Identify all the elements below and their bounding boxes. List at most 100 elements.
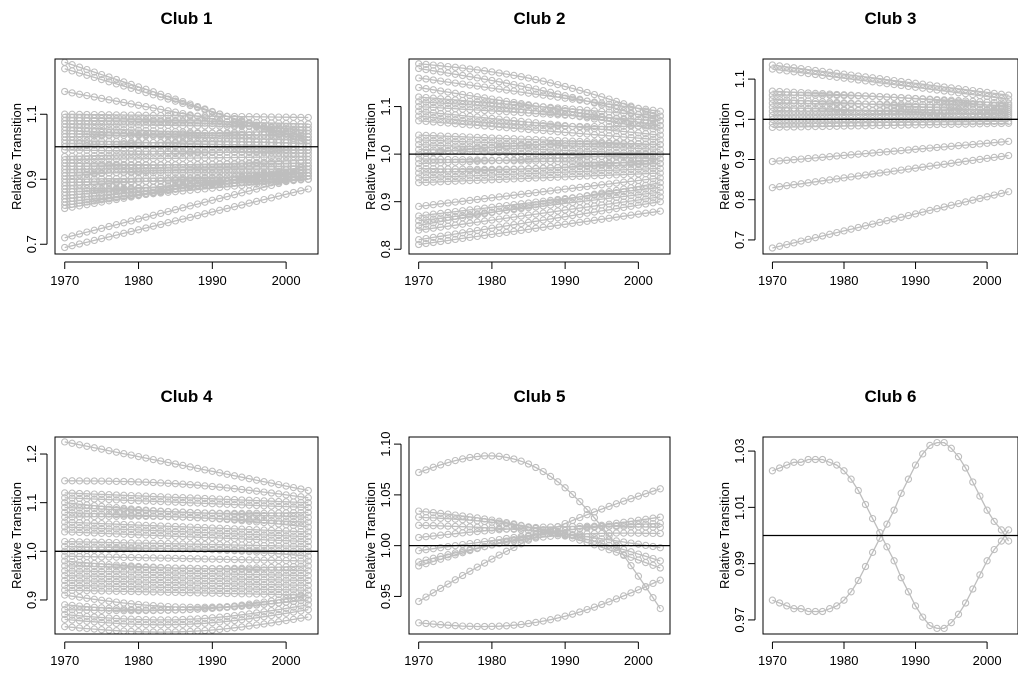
data-point — [157, 188, 165, 196]
data-point — [127, 521, 135, 529]
data-point — [97, 151, 106, 160]
data-point — [245, 496, 253, 504]
data-point — [157, 479, 165, 487]
data-point — [127, 583, 135, 591]
data-point — [488, 536, 496, 545]
data-point — [444, 177, 452, 186]
data-point — [68, 523, 76, 531]
y-tick-label: 1.1 — [378, 98, 393, 116]
series-line — [418, 191, 661, 222]
data-point — [642, 160, 650, 168]
data-point — [554, 140, 562, 148]
data-point — [458, 234, 467, 243]
data-point — [134, 553, 143, 562]
data-point — [142, 526, 150, 534]
data-point — [105, 563, 113, 571]
data-point — [634, 520, 643, 528]
data-point — [436, 223, 445, 231]
data-point — [127, 147, 135, 155]
data-point — [223, 515, 231, 524]
data-point — [919, 84, 927, 92]
data-point — [775, 91, 784, 99]
data-point — [539, 529, 547, 537]
data-point — [75, 509, 84, 517]
data-point — [97, 538, 106, 546]
series-line — [418, 201, 661, 241]
series-line — [64, 129, 309, 138]
data-point — [502, 175, 511, 183]
plot-frame — [54, 436, 319, 635]
data-point — [656, 107, 664, 115]
series-line — [64, 90, 309, 138]
data-point — [252, 501, 261, 510]
data-point — [840, 227, 848, 235]
data-point — [517, 174, 525, 183]
data-point — [612, 500, 621, 508]
data-point — [245, 199, 253, 207]
data-point — [451, 132, 459, 141]
data-point — [627, 191, 635, 200]
data-point — [488, 171, 496, 179]
data-point — [612, 199, 621, 207]
data-point — [267, 619, 276, 627]
data-point — [304, 552, 312, 560]
data-point — [583, 88, 591, 97]
data-point — [267, 526, 276, 535]
data-point — [539, 136, 547, 144]
data-point — [83, 577, 91, 585]
data-point — [275, 179, 283, 188]
data-point — [157, 588, 165, 596]
data-point — [149, 588, 157, 596]
data-point — [164, 166, 172, 174]
data-point — [933, 438, 941, 447]
data-point — [969, 105, 977, 114]
series-line — [418, 105, 661, 122]
data-point — [649, 529, 657, 538]
data-point — [656, 179, 664, 187]
data-point — [304, 523, 312, 531]
data-point — [201, 494, 209, 503]
data-point — [436, 109, 445, 118]
data-point — [105, 538, 113, 547]
data-point — [940, 624, 948, 633]
data-point — [97, 529, 106, 537]
data-point — [620, 592, 628, 600]
data-point — [480, 157, 489, 165]
data-point — [105, 491, 113, 499]
y-tick-label: 1.1 — [24, 494, 39, 512]
data-point — [861, 149, 870, 158]
data-point — [775, 99, 784, 107]
data-point — [429, 168, 437, 177]
data-point — [149, 507, 157, 515]
data-point — [105, 512, 113, 521]
data-point — [193, 181, 202, 190]
data-point — [304, 542, 312, 551]
data-point — [510, 535, 518, 544]
data-point — [275, 576, 283, 584]
data-point — [502, 520, 511, 528]
data-point — [488, 84, 496, 92]
data-point — [134, 452, 143, 461]
data-point — [510, 521, 518, 529]
data-point — [208, 579, 216, 588]
data-point — [297, 542, 305, 550]
data-point — [480, 543, 489, 551]
x-tick-label: 1990 — [551, 273, 580, 288]
data-point — [642, 515, 650, 523]
data-point — [134, 578, 143, 586]
data-point — [532, 145, 540, 153]
data-point — [142, 492, 150, 500]
data-point — [75, 582, 84, 590]
data-point — [797, 458, 805, 466]
data-point — [890, 557, 898, 565]
data-point — [612, 529, 621, 537]
data-point — [961, 109, 970, 118]
data-point — [193, 620, 202, 628]
y-tick-label: 1.03 — [732, 438, 747, 463]
data-point — [940, 101, 948, 109]
series-line — [64, 547, 309, 557]
data-point — [451, 221, 459, 229]
data-point — [656, 193, 664, 201]
data-point — [826, 122, 834, 131]
data-point — [480, 94, 489, 102]
